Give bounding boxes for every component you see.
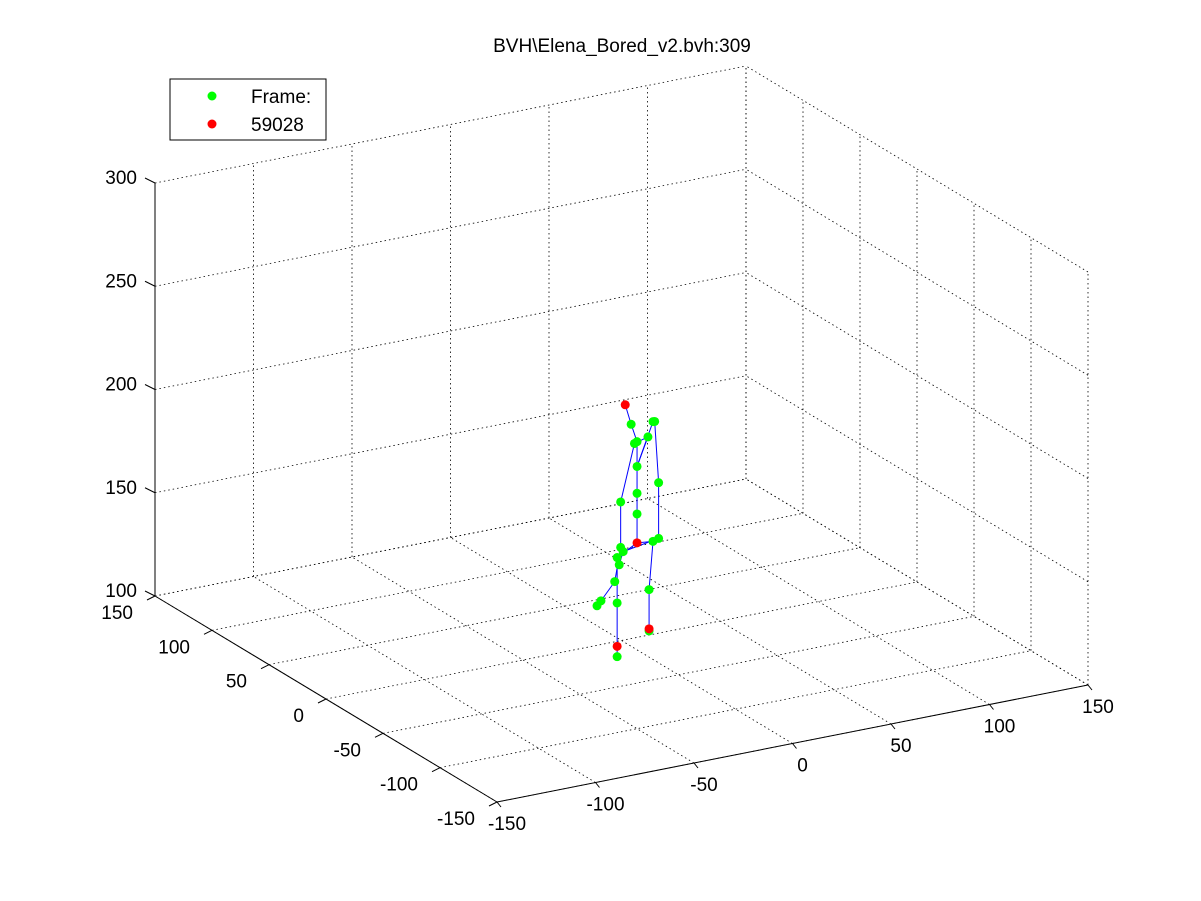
skeleton-joint-r-forearm <box>616 497 626 507</box>
skeleton-joint-r-upleg <box>612 553 622 563</box>
y-tick-mark <box>203 629 213 635</box>
axes-box <box>144 177 1093 808</box>
x-tick-mark <box>1087 684 1093 691</box>
x-tick-label: 100 <box>984 717 1016 738</box>
skeleton-joint-l-fingers <box>614 560 624 570</box>
legend-marker-joint <box>207 91 217 101</box>
z-tick-label: 150 <box>105 478 137 499</box>
legend-label-number: 59028 <box>251 115 304 136</box>
y-tick-label: 0 <box>293 706 304 727</box>
grid-line-floor-y <box>439 650 1032 769</box>
y-tick-label: 150 <box>101 603 133 624</box>
z-tick-mark <box>144 487 156 494</box>
skeleton-bone <box>636 436 649 467</box>
skeleton-joint-r-arm <box>629 438 639 448</box>
y-tick-mark <box>431 767 441 773</box>
skeleton-joints <box>592 400 664 662</box>
skeleton-joint-l-forearm <box>654 478 664 488</box>
skeleton-joint-spine1 <box>632 488 642 498</box>
skeleton-bone <box>654 421 660 483</box>
grid-line-back-z <box>154 478 747 597</box>
grid-line-floor-y <box>382 615 975 734</box>
y-tick-label: 50 <box>226 672 247 693</box>
z-tick-label: 300 <box>105 168 137 189</box>
y-tick-mark <box>488 801 498 807</box>
y-tick-label: -100 <box>380 775 418 796</box>
z-tick-label: 100 <box>105 581 137 602</box>
x-tick-mark <box>595 782 600 788</box>
grid-line-back-z <box>154 375 747 494</box>
y-tick-label: 100 <box>158 637 190 658</box>
grid-line-back-z <box>154 272 747 390</box>
grid-line-floor-y <box>325 581 918 700</box>
z-tick-label: 200 <box>105 375 137 396</box>
tick-labels: -150-100-50050100150-150-100-50050100150… <box>101 168 1114 835</box>
y-tick-label: -150 <box>437 809 475 830</box>
y-tick-mark <box>260 664 270 670</box>
skeleton-joint-l-arm <box>650 416 660 426</box>
grid-line-floor-y <box>268 547 861 666</box>
z-tick-mark <box>144 177 156 184</box>
skeleton-joint-head <box>626 419 636 429</box>
skeleton-joint-hips <box>632 538 642 548</box>
z-tick-label: 250 <box>105 271 137 292</box>
x-tick-mark <box>792 743 797 749</box>
x-tick-mark <box>989 704 994 710</box>
z-tick-mark <box>144 590 156 597</box>
legend-box <box>169 78 327 141</box>
x-tick-label: 0 <box>797 756 808 777</box>
x-tick-label: -150 <box>488 814 526 835</box>
y-tick-label: -50 <box>334 740 361 761</box>
skeleton-joint-r-shoulder <box>643 432 653 442</box>
skeleton-joint-spine <box>632 509 642 519</box>
skeleton-joint-r-leg <box>612 598 622 608</box>
y-tick-mark <box>374 732 384 738</box>
skeleton-bone <box>620 443 635 503</box>
skeleton-joint-l-upleg <box>648 536 658 546</box>
legend: Frame: 59028 <box>169 78 327 141</box>
skeleton-joint-r-fingers2 <box>592 601 602 611</box>
x-tick-label: -100 <box>586 795 624 816</box>
skeleton-joint-spine2 <box>632 461 642 471</box>
y-tick-mark <box>317 698 327 704</box>
skeleton-bone <box>648 541 654 590</box>
legend-label-frame: Frame: <box>251 87 311 108</box>
x-tick-label: 50 <box>890 736 911 757</box>
skeleton-joint-head-end <box>620 400 630 410</box>
y-tick-mark <box>146 595 156 601</box>
legend-marker-end <box>207 119 217 129</box>
skeleton-joint-l-leg <box>644 585 654 595</box>
grid-line-floor-y <box>211 512 804 631</box>
skeleton-joint-r-handend <box>610 577 620 587</box>
grid-line-back-z <box>154 65 747 184</box>
skeleton-joint-r-hand <box>616 542 626 552</box>
skeleton-joint-l-toe <box>644 624 654 634</box>
x-tick-label: 150 <box>1082 697 1114 718</box>
skeleton-joint-r-toe <box>612 652 622 662</box>
z-tick-mark <box>144 280 156 287</box>
grid-line-back-z <box>154 168 747 287</box>
x-tick-mark <box>693 762 699 769</box>
skeleton-joint-r-foot <box>612 641 622 651</box>
x-tick-label: -50 <box>690 775 717 796</box>
chart-title: BVH\Elena_Bored_v2.bvh:309 <box>493 36 751 57</box>
x-tick-mark <box>496 801 502 808</box>
z-tick-mark <box>144 384 156 390</box>
x-tick-mark <box>890 723 896 730</box>
